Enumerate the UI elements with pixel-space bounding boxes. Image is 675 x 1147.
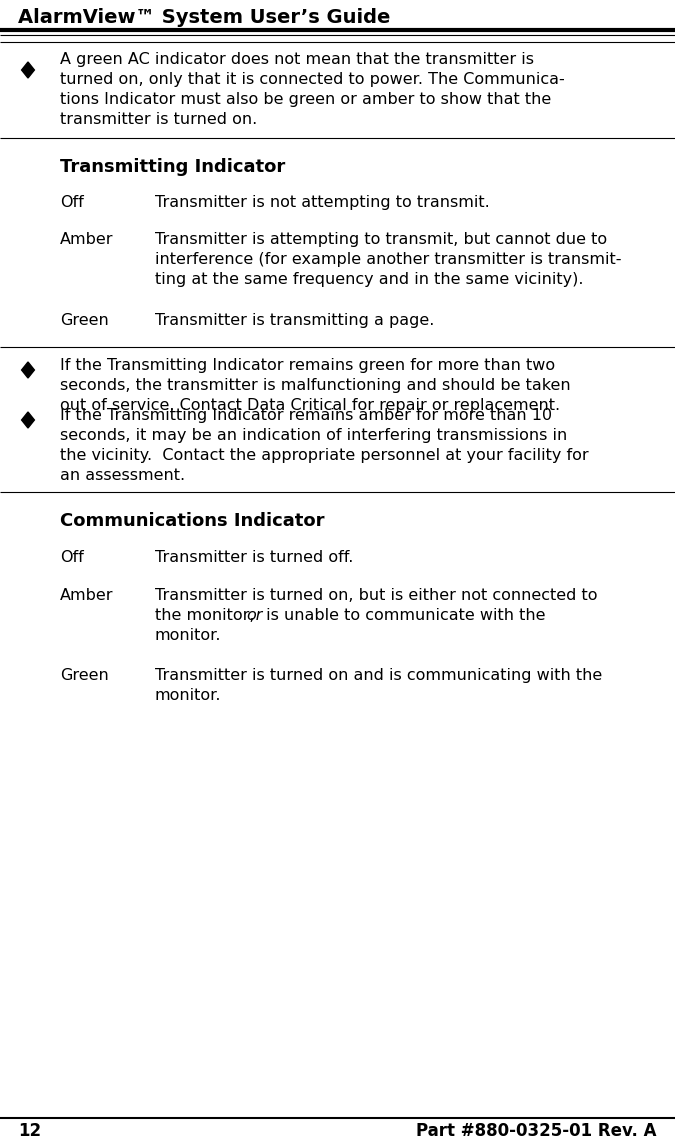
Text: A green AC indicator does not mean that the transmitter is: A green AC indicator does not mean that … [60,52,534,67]
Text: interference (for example another transmitter is transmit-: interference (for example another transm… [155,252,622,267]
Text: Transmitter is turned on, but is either not connected to: Transmitter is turned on, but is either … [155,588,597,603]
Text: If the Transmitting Indicator remains green for more than two: If the Transmitting Indicator remains gr… [60,358,555,373]
Text: Transmitting Indicator: Transmitting Indicator [60,158,286,175]
Text: Green: Green [60,668,109,682]
Text: transmitter is turned on.: transmitter is turned on. [60,112,257,127]
Polygon shape [22,362,34,379]
Text: ting at the same frequency and in the same vicinity).: ting at the same frequency and in the sa… [155,272,583,287]
Polygon shape [22,62,34,78]
Text: Transmitter is turned off.: Transmitter is turned off. [155,551,354,565]
Text: seconds, it may be an indication of interfering transmissions in: seconds, it may be an indication of inte… [60,428,567,443]
Text: Green: Green [60,313,109,328]
Text: monitor.: monitor. [155,629,221,643]
Text: 12: 12 [18,1122,41,1140]
Text: Part #880-0325-01 Rev. A: Part #880-0325-01 Rev. A [416,1122,657,1140]
Text: the vicinity.  Contact the appropriate personnel at your facility for: the vicinity. Contact the appropriate pe… [60,448,589,463]
Text: Transmitter is attempting to transmit, but cannot due to: Transmitter is attempting to transmit, b… [155,232,607,247]
Text: turned on, only that it is connected to power. The Communica-: turned on, only that it is connected to … [60,72,565,87]
Text: or: or [246,608,263,623]
Text: Communications Indicator: Communications Indicator [60,512,325,530]
Text: Transmitter is transmitting a page.: Transmitter is transmitting a page. [155,313,435,328]
Text: Transmitter is not attempting to transmit.: Transmitter is not attempting to transmi… [155,195,490,210]
Text: Amber: Amber [60,588,113,603]
Text: Transmitter is turned on and is communicating with the: Transmitter is turned on and is communic… [155,668,602,682]
Text: the monitor,: the monitor, [155,608,260,623]
Text: Amber: Amber [60,232,113,247]
Text: seconds, the transmitter is malfunctioning and should be taken: seconds, the transmitter is malfunctioni… [60,379,570,393]
Text: Off: Off [60,195,84,210]
Text: Off: Off [60,551,84,565]
Text: monitor.: monitor. [155,688,221,703]
Text: If the Transmitting Indicator remains amber for more than 10: If the Transmitting Indicator remains am… [60,408,552,423]
Text: tions Indicator must also be green or amber to show that the: tions Indicator must also be green or am… [60,92,551,107]
Polygon shape [22,412,34,428]
Text: an assessment.: an assessment. [60,468,185,483]
Text: AlarmView™ System User’s Guide: AlarmView™ System User’s Guide [18,8,390,28]
Text: out of service. Contact Data Critical for repair or replacement.: out of service. Contact Data Critical fo… [60,398,560,413]
Text: is unable to communicate with the: is unable to communicate with the [261,608,545,623]
